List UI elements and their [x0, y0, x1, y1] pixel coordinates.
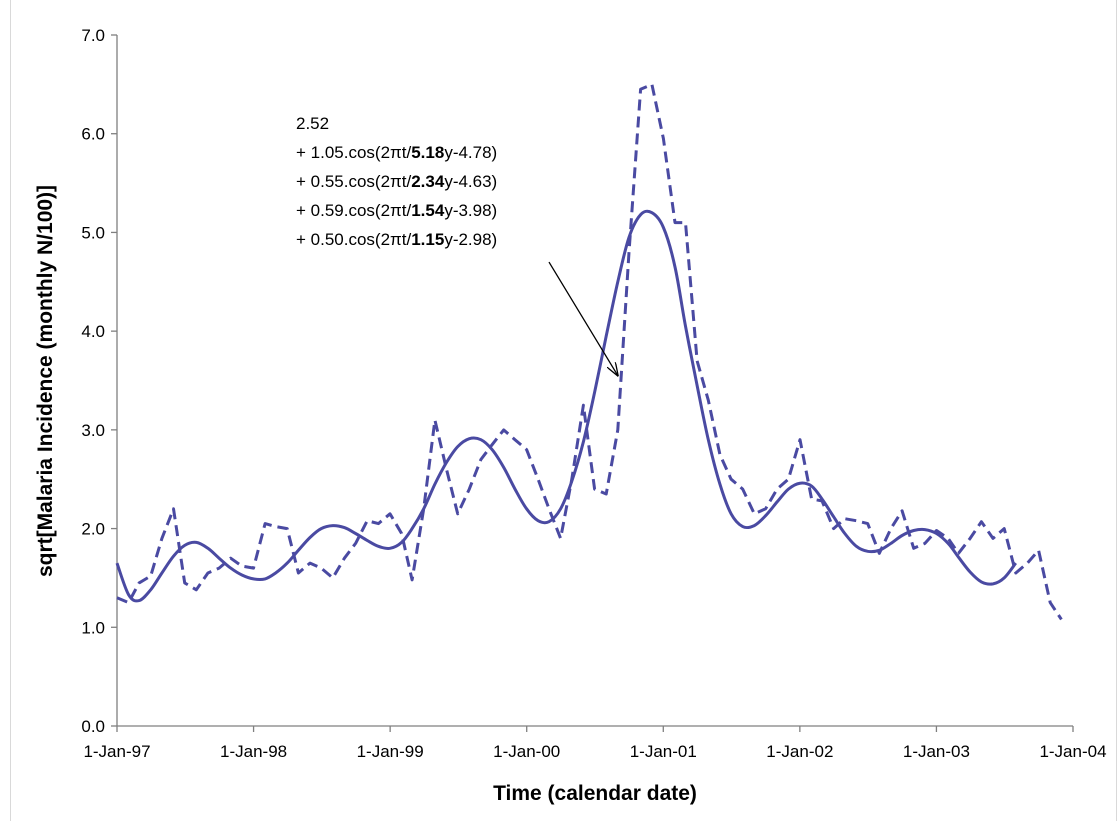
y-tick-label: 5.0: [81, 223, 105, 242]
equation-segment: y-4.63): [444, 172, 497, 191]
annotation-arrow: [548, 261, 618, 376]
x-tick-label: 1-Jan-01: [630, 742, 697, 761]
equation-segment: y-2.98): [444, 230, 497, 249]
equation-segment: 1.54: [411, 201, 445, 220]
equation-segment: 2.52: [296, 114, 329, 133]
axes: 0.0 1.0 2.0 3.0 4.0 5.0 6.0 7.0 1-Jan-97 1-Jan-98…: [81, 26, 1106, 761]
equation-segment: y-4.78): [444, 143, 497, 162]
equation-segment: + 1.05.cos(2πt/: [296, 143, 411, 162]
equation-line: + 0.59.cos(2πt/1.54y-3.98): [296, 201, 497, 220]
equation-segment: 2.34: [411, 172, 445, 191]
equation-segment: + 0.59.cos(2πt/: [296, 201, 411, 220]
equation-segment: + 0.55.cos(2πt/: [296, 172, 411, 191]
equation-line: 2.52: [296, 114, 329, 133]
x-tick-label: 1-Jan-04: [1039, 742, 1106, 761]
series-group: [115, 82, 1063, 621]
chart-border-right: [1116, 0, 1117, 821]
observed-data-line: [116, 82, 1063, 621]
equation-segment: 5.18: [411, 143, 444, 162]
equation-annotation: 2.52 + 1.05.cos(2πt/5.18y-4.78) + 0.55.cos…: [296, 114, 618, 376]
equation-segment: y-3.98): [444, 201, 497, 220]
equation-line: + 1.05.cos(2πt/5.18y-4.78): [296, 143, 497, 162]
x-tick-label: 1-Jan-97: [83, 742, 150, 761]
y-tick-label: 4.0: [81, 322, 105, 341]
y-axis-title: sqrt[Malaria Incidence (monthly N/100)]: [34, 185, 57, 577]
x-tick-label: 1-Jan-03: [903, 742, 970, 761]
x-tick-label: 1-Jan-00: [493, 742, 560, 761]
y-tick-label: 2.0: [81, 520, 105, 539]
x-axis-title: Time (calendar date): [493, 782, 697, 805]
fitted-curve-line: [115, 209, 1017, 603]
equation-segment: + 0.50.cos(2πt/: [296, 230, 411, 249]
equation-segment: 1.15: [411, 230, 444, 249]
y-tick-label: 6.0: [81, 125, 105, 144]
y-tick-label: 1.0: [81, 618, 105, 637]
y-tick-label: 3.0: [81, 421, 105, 440]
x-tick-label: 1-Jan-02: [766, 742, 833, 761]
chart-border-left: [10, 0, 11, 821]
y-tick-label: 0.0: [81, 717, 105, 736]
y-tick-label: 7.0: [81, 26, 105, 45]
equation-line: + 0.50.cos(2πt/1.15y-2.98): [296, 230, 497, 249]
x-tick-label: 1-Jan-98: [220, 742, 287, 761]
equation-line: + 0.55.cos(2πt/2.34y-4.63): [296, 172, 497, 191]
x-tick-label: 1-Jan-99: [357, 742, 424, 761]
